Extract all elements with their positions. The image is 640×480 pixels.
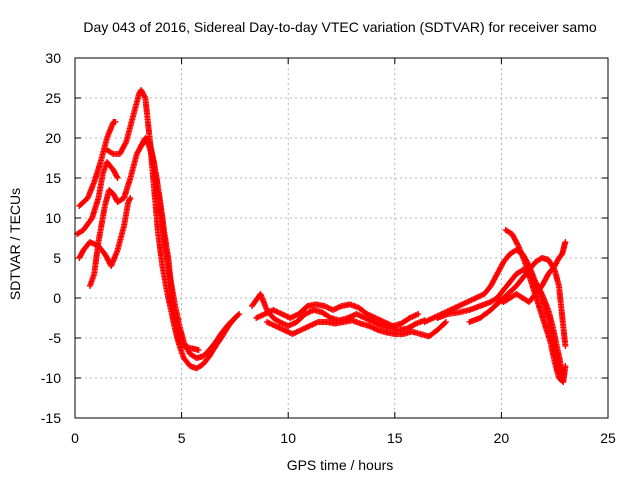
data-point [109, 150, 116, 157]
x-axis-label: GPS time / hours [287, 457, 394, 473]
y-tick-label: -10 [41, 370, 61, 386]
data-series [74, 87, 569, 385]
data-point [562, 239, 569, 245]
series-track-6 [138, 135, 238, 361]
x-tick-label: 20 [494, 430, 510, 446]
series-track-10 [421, 247, 567, 377]
series-track-9 [263, 317, 449, 340]
y-tick-label: 15 [45, 170, 61, 186]
data-point [141, 93, 148, 100]
data-point [415, 311, 422, 317]
y-tick-label: 20 [45, 130, 61, 146]
data-point [236, 311, 243, 317]
data-point [441, 320, 448, 326]
data-point [114, 175, 121, 181]
y-tick-label: -15 [41, 410, 61, 426]
y-tick-label: 25 [45, 90, 61, 106]
grid [75, 58, 608, 418]
data-point [230, 316, 237, 323]
y-tick-label: 0 [53, 290, 61, 306]
x-tick-label: 5 [178, 430, 186, 446]
data-point [562, 343, 569, 349]
data-point [235, 312, 242, 318]
x-tick-label: 0 [71, 430, 79, 446]
data-point [231, 315, 238, 321]
data-point [443, 319, 449, 325]
x-tick-label: 25 [600, 430, 616, 446]
x-tick-label: 15 [387, 430, 403, 446]
data-point [122, 140, 129, 147]
data-point [514, 241, 521, 248]
data-point [126, 196, 133, 203]
data-point [112, 119, 119, 125]
data-point [195, 347, 202, 353]
series-track-8 [253, 301, 422, 329]
y-tick-label: 10 [45, 210, 61, 226]
data-point [326, 314, 333, 321]
data-point [562, 363, 569, 369]
y-tick-label: -5 [49, 330, 62, 346]
y-axis-label: SDTVAR / TECUs [7, 188, 23, 300]
data-point [127, 195, 134, 201]
series-track-1 [76, 119, 119, 209]
series-track-14 [494, 239, 569, 305]
y-tick-label: 5 [53, 250, 61, 266]
data-point [113, 173, 120, 180]
y-tick-label: 30 [45, 50, 61, 66]
x-tick-label: 10 [280, 430, 296, 446]
plot-frame [74, 57, 609, 419]
chart-title: Day 043 of 2016, Sidereal Day-to-day VTE… [83, 19, 596, 35]
series-track-13 [502, 227, 569, 385]
axis-ticks: 0 5 10 15 20 25 -15 -10 -5 0 5 10 15 20 25 30 [41, 50, 616, 446]
series-track-2 [74, 159, 121, 237]
